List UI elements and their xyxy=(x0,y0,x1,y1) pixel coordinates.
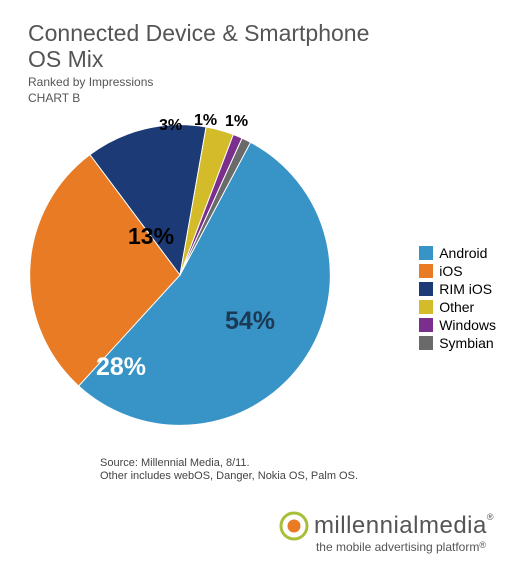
brand-tagline: the mobile advertising platform® xyxy=(278,540,494,554)
legend-swatch xyxy=(419,336,433,350)
title-line1: Connected Device & Smartphone xyxy=(28,20,369,46)
brand-block: millennialmedia® the mobile advertising … xyxy=(278,510,494,554)
chart-title: Connected Device & Smartphone OS Mix xyxy=(28,20,514,73)
legend-item-rim-ios: RIM iOS xyxy=(419,281,496,297)
legend: Android iOS RIM iOS Other Windows Symbian xyxy=(419,245,496,353)
legend-item-symbian: Symbian xyxy=(419,335,496,351)
legend-label: iOS xyxy=(439,263,462,279)
legend-swatch xyxy=(419,246,433,260)
legend-item-ios: iOS xyxy=(419,263,496,279)
brand-name: millennialmedia® xyxy=(314,512,494,540)
chart-subtitle: Ranked by Impressions xyxy=(28,75,514,89)
legend-swatch xyxy=(419,300,433,314)
legend-item-windows: Windows xyxy=(419,317,496,333)
chart-area: 54%28%13%3%1%1% Android iOS RIM iOS Other Wi… xyxy=(0,105,514,445)
brand-name-part2: media xyxy=(419,512,487,539)
footnote-line1: Source: Millennial Media, 8/11. xyxy=(100,457,358,471)
legend-label: Windows xyxy=(439,317,496,333)
brand-tm: ® xyxy=(487,512,494,522)
legend-swatch xyxy=(419,318,433,332)
legend-label: Other xyxy=(439,299,474,315)
legend-label: Android xyxy=(439,245,487,261)
brand-name-part1: millennial xyxy=(314,512,419,539)
legend-label: RIM iOS xyxy=(439,281,492,297)
pie-chart: 54%28%13%3%1%1% xyxy=(20,115,340,435)
legend-swatch xyxy=(419,264,433,278)
legend-item-android: Android xyxy=(419,245,496,261)
header: Connected Device & Smartphone OS Mix Ran… xyxy=(0,0,514,105)
footnote: Source: Millennial Media, 8/11. Other in… xyxy=(100,457,358,485)
pie-svg xyxy=(20,115,340,435)
brand-tag-tm: ® xyxy=(479,540,486,550)
brand-top: millennialmedia® xyxy=(278,510,494,542)
legend-swatch xyxy=(419,282,433,296)
legend-label: Symbian xyxy=(439,335,493,351)
brand-logo-icon xyxy=(278,510,310,542)
footnote-line2: Other includes webOS, Danger, Nokia OS, … xyxy=(100,470,358,484)
title-line2: OS Mix xyxy=(28,46,103,72)
brand-tagline-text: the mobile advertising platform xyxy=(316,540,479,554)
chart-label: CHART B xyxy=(28,91,514,105)
legend-item-other: Other xyxy=(419,299,496,315)
